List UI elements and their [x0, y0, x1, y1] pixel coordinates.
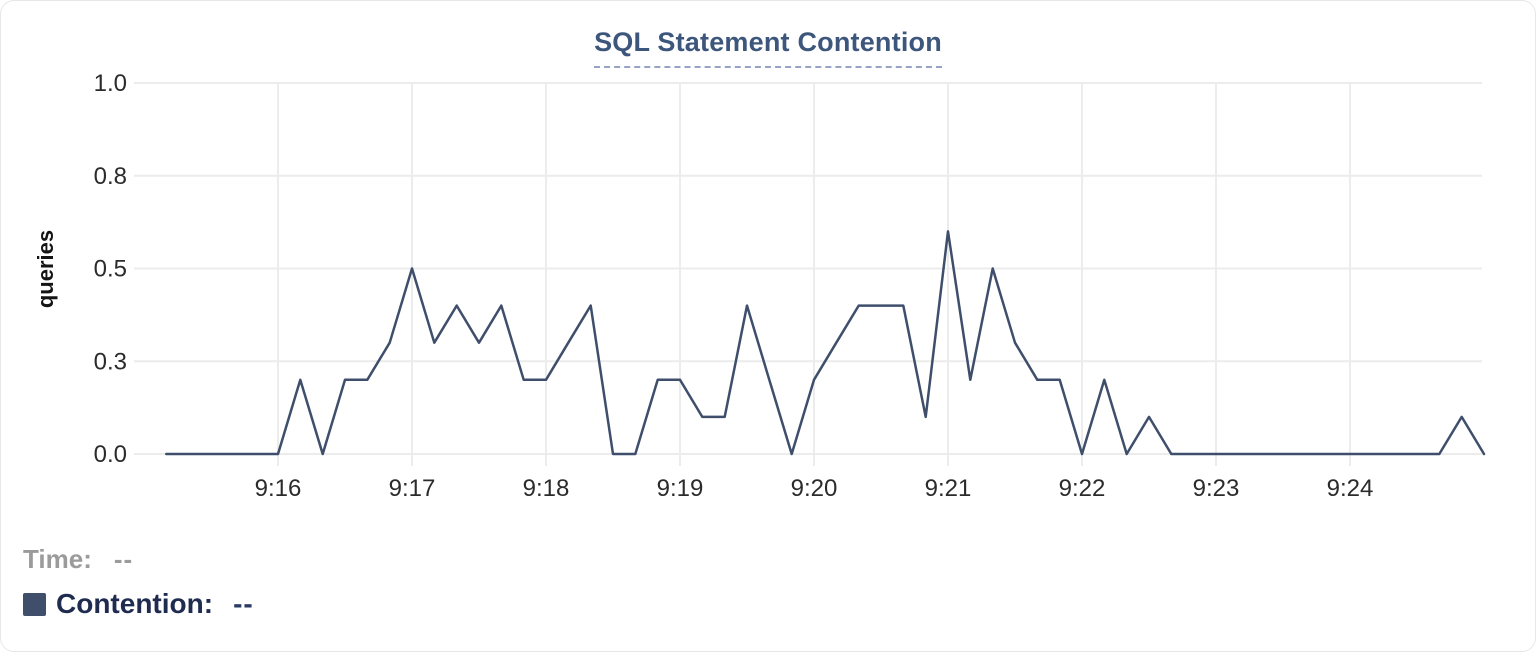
sql-contention-line-chart[interactable]: 1.0 0.8 0.5 0.3 0.0 9:16 9:17 9:18 9:19 9:20 9:21 9… — [1, 1, 1536, 513]
y-tick-label: 0.0 — [94, 441, 127, 468]
chart-title[interactable]: SQL Statement Contention — [594, 27, 942, 68]
legend-time-value: -- — [113, 544, 134, 574]
chart-header: SQL Statement Contention — [1, 27, 1535, 68]
contention-series-swatch — [23, 592, 46, 616]
y-tick-label: 0.3 — [94, 348, 127, 375]
chart-legend: Time: -- Contention: -- — [23, 544, 254, 620]
x-tick-label: 9:21 — [925, 475, 972, 502]
y-tick-label: 0.8 — [94, 163, 127, 190]
x-tick-label: 9:23 — [1193, 475, 1240, 502]
x-tick-label: 9:22 — [1059, 475, 1106, 502]
x-tick-label: 9:17 — [389, 475, 436, 502]
legend-time-label: Time: — [23, 544, 92, 574]
legend-contention-label: Contention: — [56, 588, 214, 619]
x-tick-label: 9:18 — [523, 475, 570, 502]
x-tick-label: 9:20 — [791, 475, 838, 502]
x-tick-label: 9:24 — [1327, 475, 1374, 502]
x-tick-label: 9:19 — [657, 475, 704, 502]
contention-line — [165, 230, 1486, 456]
legend-time-row: Time: -- — [23, 544, 254, 575]
legend-contention-value: -- — [233, 588, 254, 619]
y-axis-title: queries — [33, 230, 58, 308]
y-tick-label: 0.5 — [94, 256, 127, 283]
legend-contention-row: Contention: -- — [23, 588, 254, 620]
y-tick-label: 1.0 — [94, 70, 127, 97]
x-tick-label: 9:16 — [255, 475, 302, 502]
